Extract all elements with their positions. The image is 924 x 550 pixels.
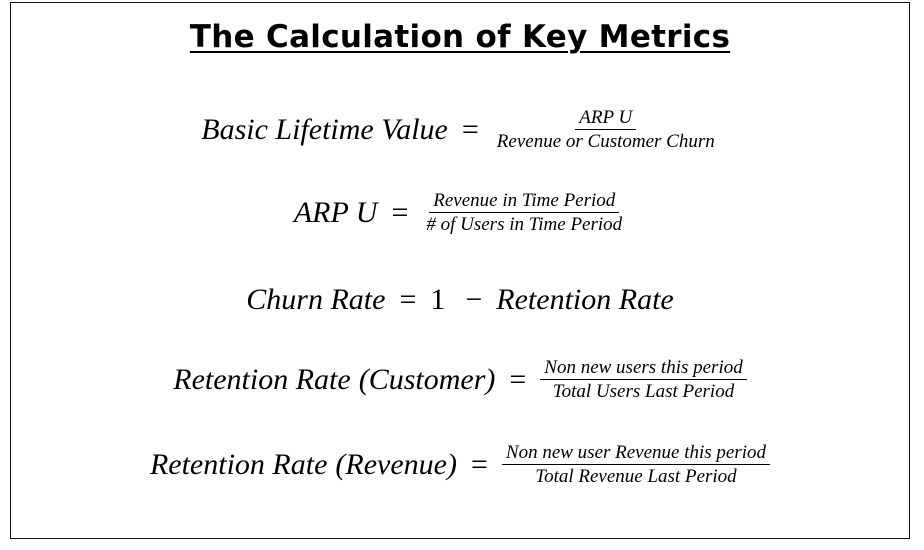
formula-churn-rate: Churn Rate = 1 − Retention Rate <box>11 283 909 317</box>
formula-lhs: ARP U <box>293 195 378 229</box>
fraction: Non new user Revenue this period Total R… <box>501 443 771 487</box>
fraction-numerator: ARP U <box>575 108 637 130</box>
minus-sign: − <box>465 283 483 316</box>
formula-lhs: Basic Lifetime Value <box>201 112 448 146</box>
formula-rhs-term: Retention Rate <box>496 283 674 316</box>
equals-sign: = <box>470 447 488 481</box>
fraction-denominator: # of Users in Time Period <box>426 213 623 235</box>
formula-retention-rate-revenue: Retention Rate (Revenue) = Non new user … <box>11 443 909 487</box>
fraction-denominator: Total Users Last Period <box>552 380 735 402</box>
fraction-numerator: Non new users this period <box>540 358 747 380</box>
equals-sign: = <box>399 283 417 316</box>
fraction-denominator: Revenue or Customer Churn <box>496 130 715 152</box>
fraction-numerator: Revenue in Time Period <box>429 191 620 213</box>
formula-lhs: Retention Rate <box>173 362 351 396</box>
fraction: Non new users this period Total Users La… <box>540 358 747 402</box>
page-title: The Calculation of Key Metrics <box>189 19 731 55</box>
formula-lhs: Churn Rate <box>246 283 386 316</box>
fraction: Revenue in Time Period # of Users in Tim… <box>422 191 626 235</box>
formula-basic-lifetime-value: Basic Lifetime Value = ARP U Revenue or … <box>11 108 909 152</box>
fraction-numerator: Non new user Revenue this period <box>501 443 771 465</box>
equals-sign: = <box>461 112 479 146</box>
equals-sign: = <box>391 195 409 229</box>
equals-sign: = <box>509 362 527 396</box>
formula-qualifier: (Revenue) <box>335 447 457 481</box>
document-frame: The Calculation of Key Metrics Basic Lif… <box>10 2 910 539</box>
fraction: ARP U Revenue or Customer Churn <box>493 108 719 152</box>
formula-arpu: ARP U = Revenue in Time Period # of User… <box>11 191 909 235</box>
formula-lhs: Retention Rate <box>149 447 328 481</box>
constant-one: 1 <box>430 283 446 316</box>
fraction-denominator: Total Revenue Last Period <box>535 465 737 487</box>
formula-retention-rate-customer: Retention Rate (Customer) = Non new user… <box>11 358 909 402</box>
formula-qualifier: (Customer) <box>358 362 496 396</box>
